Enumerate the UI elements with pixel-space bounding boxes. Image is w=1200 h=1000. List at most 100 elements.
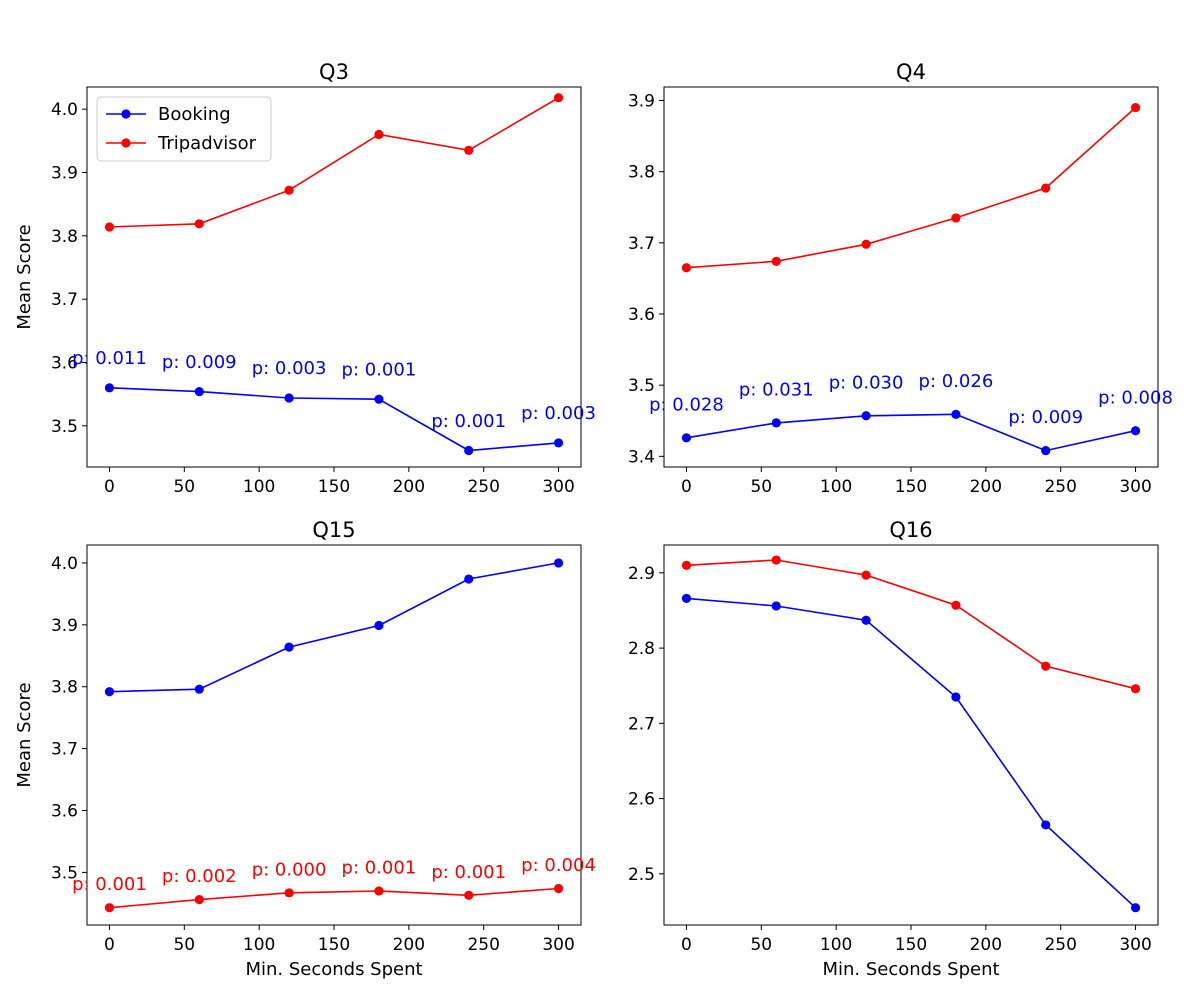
p-value-annotation: p: 0.004 xyxy=(521,855,596,876)
data-point-booking xyxy=(771,418,781,428)
p-value-annotation: p: 0.001 xyxy=(342,857,417,878)
y-tick-label: 3.7 xyxy=(51,290,78,310)
chart-title: Q15 xyxy=(312,518,355,542)
x-tick-label: 150 xyxy=(895,477,927,497)
chart-panel-q3: Q3 0 50 100 150 200 250 300 3.5 3.6 3.7 3.8 3.9 4.0 Me… xyxy=(14,60,596,497)
chart-panel-q16: Q16 0 50 100 150 200 250 300 2.5 2.6 2.7 2.8 2.9 Min.… xyxy=(628,518,1159,980)
data-point-tripadvisor xyxy=(374,886,384,896)
data-point-booking xyxy=(771,601,781,611)
x-tick-label: 0 xyxy=(681,477,692,497)
p-value-annotation: p: 0.001 xyxy=(431,411,506,432)
y-tick-label: 2.8 xyxy=(628,639,655,659)
data-point-tripadvisor xyxy=(1041,661,1051,671)
x-tick-label: 100 xyxy=(243,477,275,497)
data-point-tripadvisor xyxy=(104,903,115,913)
data-point-tripadvisor xyxy=(1130,103,1141,113)
data-point-tripadvisor xyxy=(284,185,294,195)
y-tick-label: 3.7 xyxy=(51,740,78,760)
x-tick-label: 100 xyxy=(820,477,852,497)
data-point-booking xyxy=(464,574,474,584)
series-line-booking xyxy=(109,562,559,693)
data-point-booking xyxy=(194,684,204,694)
x-tick-label: 250 xyxy=(467,935,499,955)
x-tick-label: 300 xyxy=(542,935,574,955)
data-point-booking xyxy=(464,445,474,456)
legend-swatch-marker-booking xyxy=(121,109,131,119)
x-axis-label: Min. Seconds Spent xyxy=(245,959,422,980)
series-line-tripadvisor xyxy=(109,887,559,909)
series-line-tripadvisor xyxy=(109,97,559,228)
x-tick-label: 300 xyxy=(542,477,574,497)
p-value-annotation: p: 0.031 xyxy=(739,379,814,400)
y-axis-label: Mean Score xyxy=(14,224,35,329)
p-value-annotation: p: 0.000 xyxy=(252,859,327,880)
data-point-tripadvisor xyxy=(951,213,961,223)
chart-title: Q4 xyxy=(896,60,926,84)
data-point-booking xyxy=(861,615,871,625)
y-tick-label: 3.6 xyxy=(51,802,78,822)
data-point-booking xyxy=(374,394,384,404)
x-tick-label: 50 xyxy=(750,935,772,955)
y-tick-label: 2.7 xyxy=(628,714,655,734)
data-point-tripadvisor xyxy=(553,93,564,103)
y-tick-label: 3.8 xyxy=(51,227,78,247)
data-point-booking xyxy=(1041,820,1051,830)
x-tick-label: 150 xyxy=(895,935,927,955)
x-tick-label: 0 xyxy=(681,935,692,955)
data-point-booking xyxy=(951,409,961,419)
data-point-tripadvisor xyxy=(681,560,692,570)
data-point-tripadvisor xyxy=(194,219,204,229)
y-tick-label: 3.4 xyxy=(628,447,655,467)
x-tick-label: 300 xyxy=(1119,477,1151,497)
y-tick-label: 3.6 xyxy=(628,305,655,325)
p-value-annotation: p: 0.009 xyxy=(1008,407,1083,428)
data-point-tripadvisor xyxy=(861,570,871,580)
x-tick-label: 100 xyxy=(243,935,275,955)
x-tick-label: 100 xyxy=(820,935,852,955)
data-point-booking xyxy=(104,383,115,393)
y-tick-label: 3.9 xyxy=(51,616,78,636)
data-point-tripadvisor xyxy=(861,239,871,249)
chart-title: Q3 xyxy=(319,60,349,84)
p-value-annotation: p: 0.001 xyxy=(342,359,417,380)
legend-label-booking: Booking xyxy=(158,104,231,125)
x-axis-label: Min. Seconds Spent xyxy=(822,959,999,980)
y-tick-label: 3.9 xyxy=(628,92,655,112)
legend: Booking Tripadvisor xyxy=(96,96,272,162)
p-value-annotation: p: 0.002 xyxy=(162,866,237,887)
p-value-annotation: p: 0.008 xyxy=(1098,387,1173,408)
p-value-annotation: p: 0.003 xyxy=(521,403,596,424)
data-point-tripadvisor xyxy=(374,129,384,140)
data-point-tripadvisor xyxy=(464,145,474,155)
data-point-tripadvisor xyxy=(1041,183,1051,193)
data-point-booking xyxy=(951,692,961,702)
data-point-tripadvisor xyxy=(553,883,564,894)
x-tick-label: 50 xyxy=(173,477,195,497)
x-tick-label: 50 xyxy=(750,477,772,497)
x-tick-label: 250 xyxy=(1044,935,1076,955)
p-value-annotation: p: 0.001 xyxy=(72,874,147,895)
data-point-booking xyxy=(1130,903,1141,913)
data-point-tripadvisor xyxy=(284,888,294,898)
y-tick-label: 2.9 xyxy=(628,564,655,584)
data-point-tripadvisor xyxy=(1130,684,1141,694)
data-point-booking xyxy=(194,387,204,397)
p-value-annotation: p: 0.028 xyxy=(649,394,724,415)
data-point-booking xyxy=(553,438,564,448)
data-point-booking xyxy=(1041,446,1051,456)
y-tick-label: 3.8 xyxy=(628,163,655,183)
x-tick-label: 300 xyxy=(1119,935,1151,955)
plot-frame xyxy=(663,86,1159,468)
data-point-booking xyxy=(861,411,871,421)
y-tick-label: 3.5 xyxy=(51,863,78,883)
series-line-tripadvisor xyxy=(686,559,1136,690)
x-tick-label: 200 xyxy=(393,477,425,497)
series-line-tripadvisor xyxy=(686,107,1137,269)
x-tick-label: 150 xyxy=(318,935,350,955)
data-point-booking xyxy=(374,620,384,631)
x-tick-label: 50 xyxy=(173,935,195,955)
y-tick-label: 3.9 xyxy=(51,164,78,184)
y-axis-label: Mean Score xyxy=(14,682,35,787)
chart-title: Q16 xyxy=(889,518,932,542)
